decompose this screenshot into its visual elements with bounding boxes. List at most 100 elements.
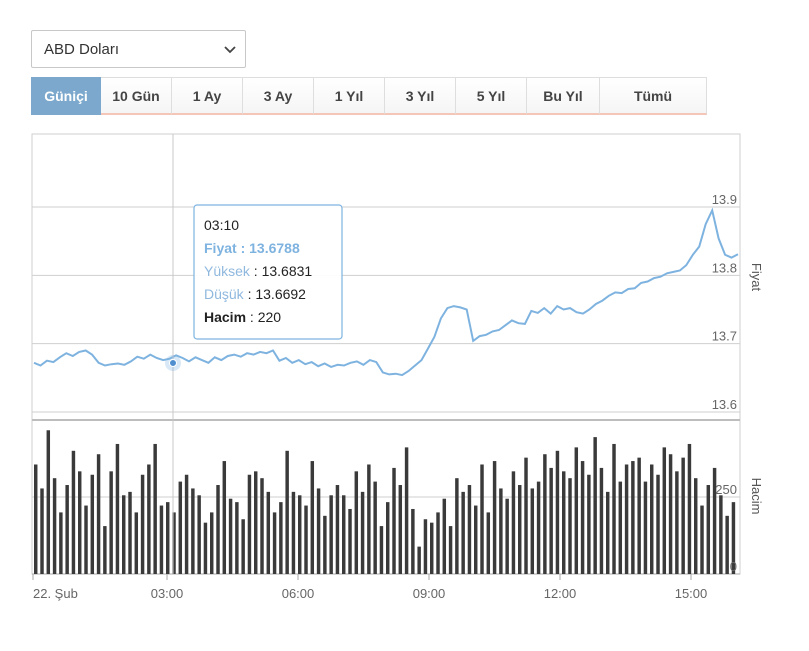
volume-bar [668,454,673,574]
volume-bar [109,471,113,574]
volume-bar [373,481,377,574]
tab-10-gun[interactable]: 10 Gün [101,77,172,115]
tab-gunici[interactable]: Güniçi [31,77,101,115]
x-tick-label: 03:00 [151,586,184,601]
price-tick-label: 13.9 [712,192,737,207]
volume-bar [228,498,233,574]
volume-bar [216,485,220,574]
volume-bar [687,443,692,574]
tooltip-low-value: 13.6692 [255,286,306,302]
volume-bar [555,450,560,574]
price-series-line [33,207,739,377]
volume-bar [637,457,641,574]
volume-bar [203,522,208,574]
volume-bar [65,485,69,574]
volume-bar [712,467,717,574]
volume-bar [719,495,723,574]
volume-bar [103,526,107,574]
volume-bar [342,495,346,574]
tab-tumu[interactable]: Tümü [600,77,707,115]
svg-text:Hacim : 220: Hacim : 220 [204,309,281,325]
volume-bar [386,502,390,574]
volume-bar [367,464,371,574]
price-tick-label: 13.7 [712,329,737,344]
volume-bar [656,474,660,574]
volume-axis-label: Hacim [749,478,764,515]
tab-3-ay[interactable]: 3 Ay [243,77,314,115]
volume-bar [360,491,365,574]
volume-bar [568,478,572,574]
volume-bar [580,461,585,574]
volume-bar [191,488,195,574]
tooltip-high-value: 13.6831 [262,263,313,279]
volume-bar [694,478,698,574]
volume-bar [247,474,252,574]
volume-bar [304,505,308,574]
tooltip-volume-label: Hacim [204,309,246,325]
volume-bar [34,464,38,574]
x-tick-label: 22. Şub [33,586,78,601]
volume-bar [486,512,491,574]
volume-bar [430,522,434,574]
tab-1-ay[interactable]: 1 Ay [172,77,243,115]
volume-bar [166,502,170,574]
x-tick-label: 15:00 [675,586,708,601]
volume-bar [467,485,472,574]
volume-bar [122,495,126,574]
currency-select[interactable]: ABD Doları [31,30,246,68]
volume-bar [631,461,635,574]
svg-text:Yüksek : 13.6831: Yüksek : 13.6831 [204,263,312,279]
volume-bar [178,481,183,574]
volume-bar [700,505,704,574]
volume-bar [461,491,465,574]
volume-bar [448,526,453,574]
volume-bar [612,443,616,574]
volume-bar [260,478,264,574]
volume-bar [84,505,88,574]
volume-bar [134,512,139,574]
volume-bar [442,498,447,574]
volume-bar [329,495,333,574]
volume-bar [643,481,648,574]
volume-bar [254,471,258,574]
volume-bar [348,508,352,574]
volume-bar [392,467,396,574]
period-tabs: Güniçi 10 Gün 1 Ay 3 Ay 1 Yıl 3 Yıl 5 Yı… [31,77,707,116]
volume-bar [681,457,685,574]
tooltip-price-label: Fiyat [204,240,237,256]
tab-5-yil[interactable]: 5 Yıl [456,77,527,115]
volume-bar [662,447,667,574]
volume-bar [90,474,95,574]
volume-bar [279,502,283,574]
volume-bar [536,481,541,574]
volume-bar [417,546,421,574]
volume-bar [675,471,679,574]
volume-bar [574,447,579,574]
tooltip-low-label: Düşük [204,286,245,302]
volume-bar [222,461,227,574]
x-tick-label: 12:00 [544,586,577,601]
tab-1-yil[interactable]: 1 Yıl [314,77,385,115]
price-axis-label: Fiyat [749,263,764,292]
volume-bar [499,488,503,574]
volume-bar [518,485,522,574]
tab-3-yil[interactable]: 3 Yıl [385,77,456,115]
volume-bar [272,512,277,574]
volume-bar [235,502,239,574]
volume-bar [241,519,245,574]
volume-bar [354,471,359,574]
volume-bar [618,481,623,574]
volume-bar [624,464,629,574]
currency-select-value: ABD Doları [44,41,120,58]
chevron-down-icon [224,46,236,54]
tooltip-high-label: Yüksek [204,263,251,279]
volume-bar [480,464,484,574]
price-tick-label: 13.6 [712,397,737,412]
volume-bar [172,512,176,574]
volume-bar [593,437,597,574]
tab-bu-yil[interactable]: Bu Yıl [527,77,600,115]
svg-text:Fiyat : 13.6788: Fiyat : 13.6788 [204,240,300,256]
volume-bar [731,502,736,574]
volume-bar [52,478,57,574]
